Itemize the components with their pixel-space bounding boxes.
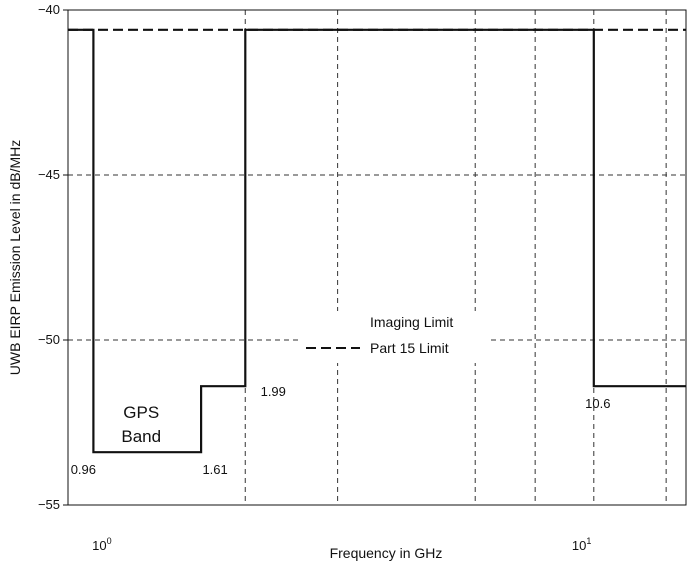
value-annotation: 10.6 [585, 396, 610, 411]
series-lines [68, 28, 686, 454]
annotations: 0.96 1.61 1.99 10.6 [71, 384, 611, 477]
value-annotation: 0.96 [71, 462, 96, 477]
series-line-imaging-limit [68, 28, 686, 454]
x-tick-label: 101 [572, 536, 591, 553]
x-ticks: 100 101 [92, 536, 591, 553]
y-ticks: −40 −45 −50 −55 [38, 2, 68, 512]
gps-band-label-line2: Band [121, 427, 161, 446]
gps-band-label-line1: GPS [123, 403, 159, 422]
plot-frame [67, 9, 687, 506]
y-tick-label: −45 [38, 167, 60, 182]
legend: Imaging Limit Part 15 Limit [300, 311, 490, 363]
value-annotation: 1.61 [202, 462, 227, 477]
gps-band-label: GPS Band [121, 403, 161, 446]
x-tick-exponent: 1 [586, 536, 591, 546]
x-tick-base: 10 [572, 538, 586, 553]
legend-label-imaging-limit: Imaging Limit [370, 314, 453, 330]
x-tick-label: 100 [92, 536, 111, 553]
y-tick-label: −50 [38, 332, 60, 347]
x-axis-label: Frequency in GHz [330, 545, 443, 561]
y-tick-label: −55 [38, 497, 60, 512]
legend-background [300, 311, 490, 363]
y-axis-label: UWB EIRP Emission Level in dB/MHz [7, 140, 23, 375]
y-tick-label: −40 [38, 2, 60, 17]
x-tick-exponent: 0 [107, 536, 112, 546]
x-tick-base: 10 [92, 538, 106, 553]
legend-label-part-15-limit: Part 15 Limit [370, 340, 449, 356]
value-annotation: 1.99 [261, 384, 286, 399]
